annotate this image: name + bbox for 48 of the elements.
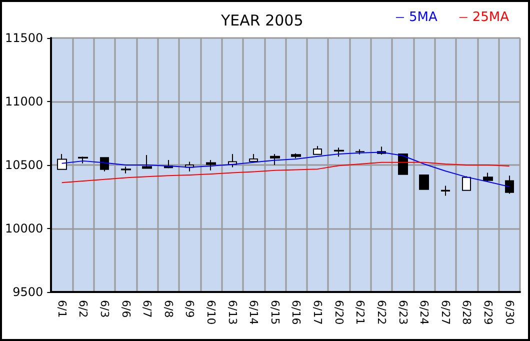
x-tick-label: 6/15 (268, 300, 282, 325)
x-tick-label: 6/8 (162, 300, 175, 318)
x-tick-label: 6/10 (204, 300, 218, 325)
candlestick (270, 153, 280, 166)
x-tick-label: 6/20 (332, 300, 346, 325)
x-tick-label: 6/2 (76, 300, 90, 318)
candlestick (57, 153, 67, 170)
x-tick-label: 6/27 (438, 300, 452, 325)
y-tick-label: 10500 (4, 158, 44, 172)
x-tick-label: 6/23 (396, 300, 410, 325)
candlestick (291, 152, 301, 159)
x-tick-label: 6/7 (140, 300, 154, 318)
candlestick (483, 172, 493, 182)
chart-title: YEAR 2005 (220, 12, 304, 30)
candlestick (121, 166, 131, 174)
x-tick-label: 6/9 (183, 300, 196, 318)
candlestick (355, 148, 365, 155)
candlestick (334, 147, 344, 158)
y-tick-label: 11500 (4, 31, 44, 45)
line-series (61, 162, 510, 184)
line-series (61, 152, 510, 188)
candlestick (313, 145, 322, 155)
candlestick (462, 176, 471, 191)
candlestick (505, 175, 514, 194)
x-tick-label: 6/30 (502, 300, 516, 325)
x-tick-label: 6/21 (354, 300, 367, 325)
x-tick-label: 6/16 (290, 300, 303, 325)
y-tick-label: 10000 (4, 222, 44, 236)
x-tick-label: 6/28 (460, 300, 474, 325)
x-tick-label: 6/1 (55, 300, 68, 318)
x-tick-label: 6/29 (482, 300, 495, 325)
legend-label: 25MA (472, 10, 510, 25)
y-tick-label: 11000 (4, 94, 44, 108)
x-tick-label: 6/24 (418, 300, 431, 325)
candlestick (441, 185, 450, 196)
candlestick (100, 157, 109, 172)
x-tick-label: 6/17 (311, 300, 324, 325)
x-tick-label: 6/3 (98, 300, 111, 318)
x-tick-label: 6/14 (247, 300, 260, 325)
candlestick (419, 174, 429, 190)
legend-label: 5MA (408, 10, 438, 25)
candlestick (78, 156, 88, 164)
x-tick-label: 6/6 (119, 300, 132, 318)
candlestick (206, 160, 216, 171)
x-tick-label: 6/13 (226, 300, 239, 325)
candlestick (249, 153, 258, 162)
x-tick-label: 6/22 (374, 300, 388, 325)
y-tick-label: 9500 (12, 285, 44, 299)
